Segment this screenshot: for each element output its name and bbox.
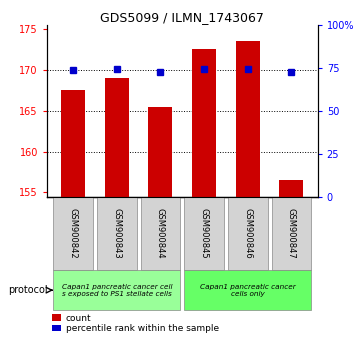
Text: GSM900843: GSM900843 (112, 208, 121, 259)
Text: protocol: protocol (8, 285, 48, 295)
Bar (236, 41, 260, 196)
FancyBboxPatch shape (271, 196, 311, 270)
FancyBboxPatch shape (184, 270, 311, 310)
Bar (105, 78, 129, 196)
Text: Capan1 pancreatic cancer cell
s exposed to PS1 stellate cells: Capan1 pancreatic cancer cell s exposed … (62, 284, 172, 297)
FancyBboxPatch shape (228, 196, 268, 270)
Title: GDS5099 / ILMN_1743067: GDS5099 / ILMN_1743067 (100, 11, 264, 24)
Text: GSM900845: GSM900845 (200, 208, 209, 259)
Text: GSM900847: GSM900847 (287, 208, 296, 259)
Legend: count, percentile rank within the sample: count, percentile rank within the sample (52, 313, 220, 335)
FancyBboxPatch shape (53, 196, 93, 270)
Bar (192, 49, 216, 196)
FancyBboxPatch shape (53, 270, 180, 310)
FancyBboxPatch shape (140, 196, 180, 270)
Bar (279, 180, 304, 196)
FancyBboxPatch shape (184, 196, 224, 270)
Text: Capan1 pancreatic cancer
cells only: Capan1 pancreatic cancer cells only (200, 284, 296, 297)
Bar (148, 107, 173, 196)
Text: GSM900844: GSM900844 (156, 208, 165, 259)
FancyBboxPatch shape (97, 196, 137, 270)
Text: GSM900842: GSM900842 (69, 208, 78, 259)
Text: GSM900846: GSM900846 (243, 208, 252, 259)
Bar (61, 90, 85, 196)
